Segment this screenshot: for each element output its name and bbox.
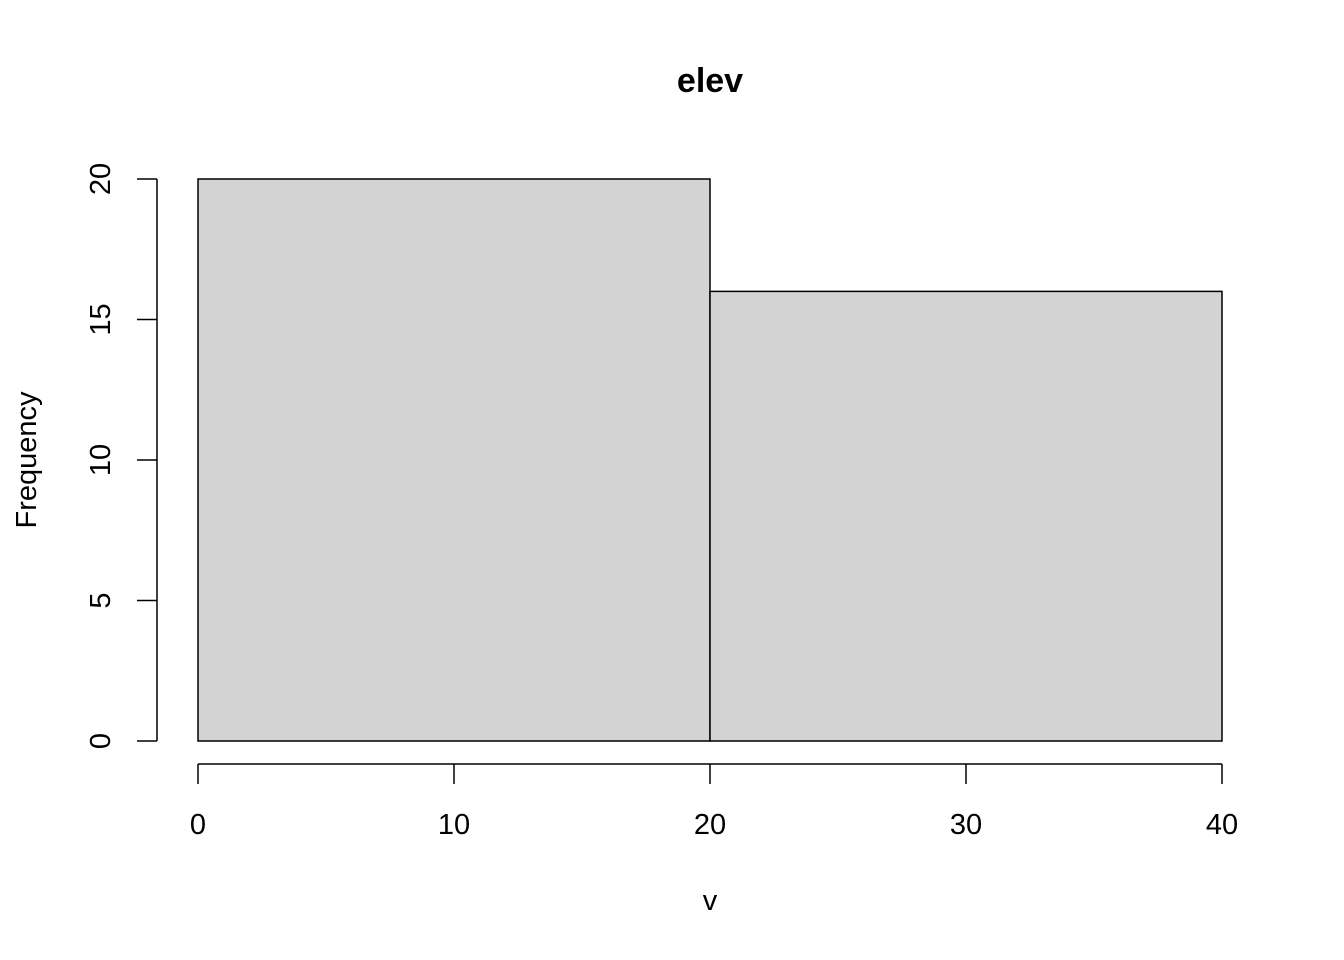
y-tick-label-10: 10: [85, 444, 117, 476]
y-tick-label-20: 20: [85, 163, 117, 195]
bars-layer: [197, 178, 1223, 742]
y-axis-title: Frequency: [11, 391, 43, 529]
histogram-bar-1: [709, 290, 1223, 742]
y-tick-label-15: 15: [85, 303, 117, 335]
x-tick-label-30: 30: [950, 809, 982, 841]
x-axis: 0 10 20 30 40: [190, 763, 1238, 841]
y-tick-label-5: 5: [85, 592, 117, 608]
y-axis: 0 5 10 15 20: [85, 163, 158, 749]
x-tick-label-0: 0: [190, 809, 206, 841]
chart-title: elev: [677, 62, 743, 100]
x-axis-title: v: [703, 885, 718, 917]
x-tick-label-20: 20: [694, 809, 726, 841]
histogram-bar-0: [197, 178, 711, 742]
x-tick-label-10: 10: [438, 809, 470, 841]
y-tick-label-0: 0: [85, 733, 117, 749]
x-tick-label-40: 40: [1206, 809, 1238, 841]
